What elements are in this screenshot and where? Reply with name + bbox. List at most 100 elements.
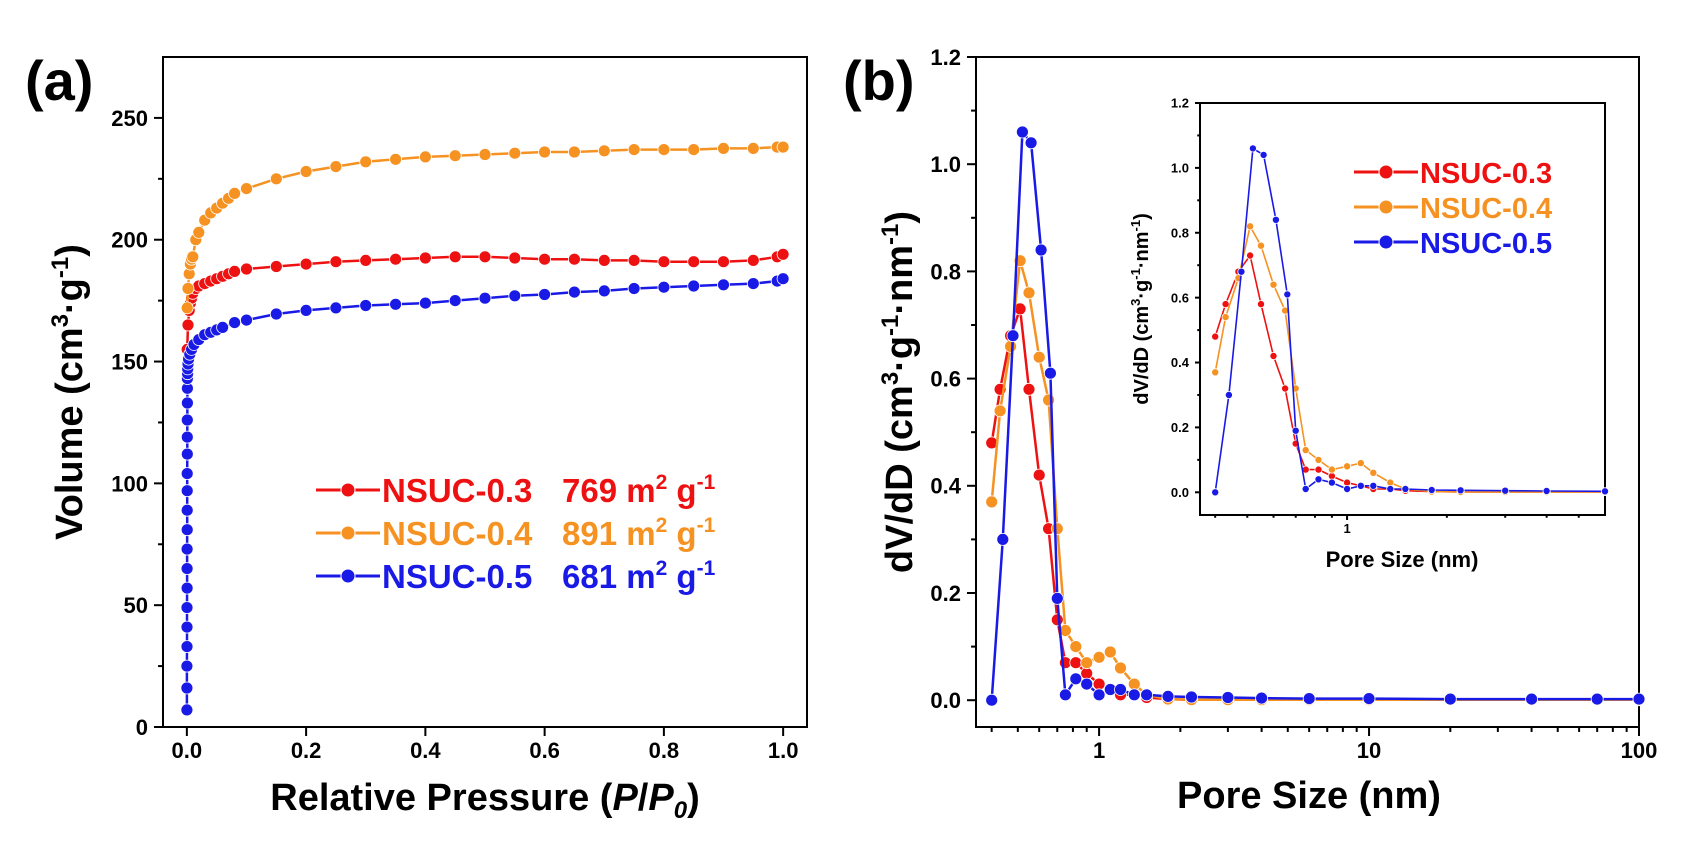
data-point bbox=[180, 562, 194, 575]
data-point bbox=[180, 447, 194, 461]
panel-b-y-axis-title: dV/dD (cm3·g-1·nm-1) bbox=[877, 211, 921, 573]
panel-b-label: (b) bbox=[843, 49, 915, 112]
data-point bbox=[1092, 688, 1106, 702]
data-point bbox=[687, 279, 701, 293]
series-line bbox=[185, 145, 784, 308]
x-tick-label: 1 bbox=[1343, 521, 1350, 536]
data-point bbox=[1211, 368, 1220, 377]
data-point bbox=[1269, 280, 1278, 289]
panel-a-label: (a) bbox=[25, 49, 93, 112]
data-point bbox=[1161, 690, 1175, 703]
y-tick-label: 0.8 bbox=[930, 259, 961, 284]
data-point bbox=[1369, 481, 1378, 490]
inset-legend-marker bbox=[1378, 164, 1394, 180]
data-point bbox=[717, 278, 730, 292]
data-point bbox=[1127, 688, 1141, 702]
data-point bbox=[478, 148, 492, 161]
inset-legend-series-name: NSUC-0.4 bbox=[1420, 193, 1552, 225]
data-point bbox=[597, 253, 611, 267]
y-tick-label: 200 bbox=[111, 228, 148, 253]
data-point bbox=[1103, 645, 1117, 659]
data-point bbox=[776, 272, 790, 286]
y-tick-label: 1.2 bbox=[1171, 96, 1189, 111]
data-point bbox=[180, 430, 194, 444]
y-tick-label: 0.8 bbox=[1171, 225, 1189, 240]
data-point bbox=[418, 150, 432, 164]
data-point bbox=[1301, 484, 1310, 493]
data-point bbox=[1590, 692, 1604, 706]
data-point bbox=[389, 252, 403, 266]
data-point bbox=[1080, 667, 1094, 680]
data-point bbox=[1369, 468, 1378, 477]
legend-series-name: NSUC-0.3 bbox=[382, 472, 532, 509]
data-point bbox=[1114, 683, 1127, 696]
data-point bbox=[228, 316, 242, 330]
data-point bbox=[228, 186, 242, 200]
data-point bbox=[1080, 677, 1094, 691]
data-point bbox=[746, 277, 760, 291]
data-point bbox=[1032, 350, 1046, 364]
data-point bbox=[1140, 688, 1153, 702]
x-tick-label: 0.4 bbox=[410, 738, 441, 763]
data-point bbox=[359, 155, 373, 169]
data-point bbox=[180, 703, 194, 717]
panel-a-chart: (a) 0.0 0.2 0.4 0.6 0.8 1.0 0 50 100 150 200 250 NS… bbox=[25, 49, 808, 824]
data-point bbox=[299, 257, 313, 271]
data-point bbox=[216, 320, 230, 334]
panel-a-y-axis-title: Volume (cm3·g-1) bbox=[47, 244, 91, 540]
data-point bbox=[181, 282, 195, 295]
data-point bbox=[1006, 329, 1020, 343]
y-tick-label: 0.6 bbox=[1171, 290, 1189, 305]
data-point bbox=[329, 160, 343, 174]
panel-a-legend: NSUC-0.3 769 m2 g-1 NSUC-0.4 891 m2 g-1 NSUC… bbox=[316, 471, 716, 595]
panel-b-plot-frame bbox=[975, 56, 1640, 728]
data-point bbox=[228, 264, 242, 278]
panel-a-x-axis-title: Relative Pressure (P/P0) bbox=[270, 777, 699, 824]
data-point bbox=[538, 145, 551, 159]
data-point bbox=[568, 252, 581, 266]
y-tick-label: 100 bbox=[111, 471, 148, 496]
data-point bbox=[746, 253, 760, 267]
data-point bbox=[1271, 215, 1280, 224]
data-point bbox=[1525, 692, 1538, 706]
data-point bbox=[1050, 613, 1064, 627]
data-point bbox=[985, 495, 999, 509]
data-point bbox=[1032, 468, 1046, 482]
data-point bbox=[1255, 691, 1268, 705]
data-point bbox=[180, 503, 194, 517]
data-point bbox=[1257, 241, 1266, 250]
data-point bbox=[180, 640, 194, 653]
data-point bbox=[269, 172, 283, 186]
legend-surface-area: 769 m2 g-1 bbox=[562, 471, 716, 509]
data-point bbox=[627, 253, 641, 267]
panel-b-inset: 1 0.0 0.2 0.4 0.6 0.8 1.0 1.2 NSUC-0.3NSUC-0.4N… bbox=[1128, 96, 1610, 572]
data-point bbox=[627, 282, 641, 295]
data-point bbox=[181, 318, 195, 332]
data-point bbox=[1314, 465, 1323, 474]
data-point bbox=[180, 659, 194, 673]
inset-legend-marker bbox=[1378, 199, 1394, 215]
data-point bbox=[269, 307, 283, 321]
data-point bbox=[508, 146, 522, 160]
panel-a-series bbox=[180, 140, 790, 717]
data-point bbox=[717, 141, 730, 155]
data-point bbox=[627, 143, 641, 157]
data-point bbox=[1092, 677, 1106, 691]
data-point bbox=[1386, 484, 1395, 493]
data-point bbox=[240, 262, 253, 276]
y-tick-label: 0.2 bbox=[930, 581, 961, 606]
legend-surface-area: 681 m2 g-1 bbox=[562, 557, 716, 595]
panel-b-series bbox=[985, 125, 1646, 707]
data-point bbox=[1034, 243, 1048, 257]
data-point bbox=[418, 251, 432, 265]
legend-marker bbox=[340, 568, 356, 584]
data-point bbox=[1632, 692, 1646, 706]
data-point bbox=[180, 542, 194, 556]
inset-ticks: 1 0.0 0.2 0.4 0.6 0.8 1.0 1.2 bbox=[1171, 96, 1580, 536]
data-point bbox=[299, 165, 313, 178]
data-point bbox=[1211, 332, 1220, 341]
data-point bbox=[1542, 486, 1551, 495]
data-point bbox=[329, 255, 343, 269]
data-point bbox=[1080, 656, 1094, 670]
data-point bbox=[1050, 522, 1064, 536]
